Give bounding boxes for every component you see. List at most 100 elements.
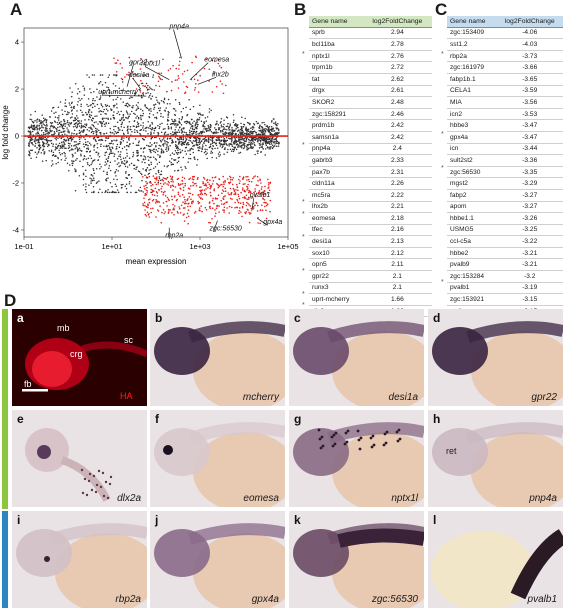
gene-annotation-label: gpr22 (129, 60, 147, 67)
gene-name-cell: tfec (309, 224, 363, 237)
validated-gene-marker: * (302, 51, 305, 59)
gene-label: desi1a (388, 392, 418, 403)
embryo-image (150, 410, 285, 507)
subpanel-letter: l (433, 513, 437, 527)
log2fc-cell: -3.59 (496, 85, 563, 98)
gene-label: pvalb1 (527, 594, 557, 605)
gene-annotation-label: lhx2b (212, 71, 229, 78)
anatomy-label-fb: fb (24, 379, 32, 389)
table-row: mgst2 -3.29 (447, 177, 563, 190)
log2fc-cell: -3.27 (496, 189, 563, 202)
panel-label-d: D (4, 291, 17, 310)
panel-label-b: B (294, 0, 307, 19)
log2fc-cell: 2.46 (362, 108, 432, 121)
table-header-row: Gene name log2FoldChange (309, 16, 432, 28)
table-row: hbbe2 -3.21 (447, 247, 563, 260)
in-situ-panel-b: b mcherry (150, 309, 285, 406)
ma-points (24, 55, 288, 225)
anatomy-label-mb: mb (57, 323, 70, 333)
gene-annotation-label: zgc:56530 (209, 226, 242, 233)
log2fc-cell: -3.47 (496, 119, 563, 132)
log2fc-cell: -3.19 (496, 282, 563, 295)
downregulated-group-bar (2, 511, 8, 608)
log2fc-cell: -3.15 (496, 293, 563, 306)
table-row: sst1.2 -4.03 (447, 38, 563, 51)
table-row: opn5 2.11 (309, 258, 432, 272)
anatomy-label-crg: crg (70, 349, 83, 359)
validated-gene-marker: * (302, 290, 305, 298)
table-row: bcl11ba 2.78 (309, 38, 432, 51)
subpanel-letter: j (155, 513, 159, 527)
log2fc-cell: 2.48 (362, 96, 432, 109)
gene-name-cell: MIA (447, 96, 497, 109)
table-row: desi1a 2.13 (309, 235, 432, 248)
table-row: runx3 2.1 (309, 282, 432, 295)
table-row: eomesa 2.18 (309, 212, 432, 225)
subpanel-letter: h (433, 412, 441, 426)
embryo-image (150, 511, 285, 608)
log2fc-cell: 2.26 (362, 177, 432, 190)
gene-name-cell: apom (447, 201, 497, 214)
table-row: drgx 2.61 (309, 85, 432, 98)
validated-gene-marker: * (441, 131, 444, 138)
log2fc-cell: 2.76 (362, 50, 432, 63)
gene-name-cell: CELA1 (447, 85, 497, 98)
table-row: fabp2 -3.27 (447, 189, 563, 202)
ma-frame (23, 27, 289, 238)
log2fc-cell: -3.25 (496, 224, 563, 237)
gene-name-cell: samsn1a (309, 131, 363, 144)
log2fc-cell: -3.27 (496, 201, 563, 214)
in-situ-panel-e: e dlx2a (12, 410, 147, 507)
subpanel-letter: b (155, 311, 163, 325)
y-tick-label: 0 (15, 132, 19, 141)
column-header-gene: Gene name (309, 16, 363, 28)
table-row: sprb 2.94 (309, 27, 432, 40)
table-row: samsn1a 2.42 (309, 131, 432, 144)
table-row: zgc:153921 -3.15 (447, 293, 563, 306)
validated-gene-marker: * (302, 267, 305, 275)
gene-name-cell: gpx4a (447, 131, 497, 144)
log2fc-cell: 2.21 (362, 201, 432, 214)
table-row: icn2 -3.53 (447, 108, 563, 121)
gene-label: mcherry (242, 392, 279, 403)
table-row: cldn11a 2.26 (309, 177, 432, 190)
log2fc-cell: 2.62 (362, 73, 432, 86)
table-row: fabp1b.1 -3.65 (447, 73, 563, 86)
gene-name-cell: tat (309, 73, 363, 86)
log2fc-cell: -3.35 (496, 166, 563, 179)
in-situ-panel-c: c desi1a (289, 309, 424, 406)
in-situ-panel-k: k zgc:56530 (289, 511, 424, 608)
x-tick-label: 1e+01 (101, 242, 122, 251)
gene-label: gpr22 (531, 392, 557, 403)
in-situ-panel-l: l pvalb1 (428, 511, 563, 608)
log2fc-cell: 2.4 (362, 143, 432, 156)
table-row: gpr22 2.1 (309, 270, 432, 283)
table-row: SKOR2 2.48 (309, 96, 432, 109)
log2fc-cell: 2.33 (362, 154, 432, 167)
in-situ-panel-d: d gpr22 (428, 309, 563, 406)
embryo-image (150, 309, 285, 406)
y-tick-label: 2 (15, 85, 19, 94)
log2fc-cell: 2.31 (362, 166, 432, 179)
in-situ-panel-j: j gpx4a (150, 511, 285, 608)
table-header-row: Gene name log2FoldChange (447, 16, 563, 28)
x-tick-label: 1e+03 (189, 242, 210, 251)
log2fc-cell: -3.53 (496, 108, 563, 121)
gene-name-cell: icn (447, 143, 497, 156)
gene-name-cell: zgc:153921 (447, 293, 497, 306)
subpanel-letter: d (433, 311, 441, 325)
gene-name-cell: rbp2a (447, 50, 497, 63)
gene-name-cell: zgc:161979 (447, 61, 497, 74)
table-row: hbbe3 -3.47 (447, 119, 563, 132)
log2fc-cell: 2.22 (362, 189, 432, 202)
gene-name-cell: uprt-mcherry (309, 293, 363, 306)
gene-name-cell: fabp2 (447, 189, 497, 202)
log2fc-cell: -3.56 (496, 96, 563, 109)
table-row: sox10 2.12 (309, 247, 432, 260)
gene-name-cell: sult2st2 (447, 154, 497, 167)
log2fc-cell: 2.11 (362, 258, 432, 272)
downregulated-gene-table: Gene name log2FoldChange zgc:153409 -4.06… (447, 16, 563, 318)
gene-label: rbp2a (115, 594, 141, 605)
panel-label-a: A (10, 0, 23, 19)
